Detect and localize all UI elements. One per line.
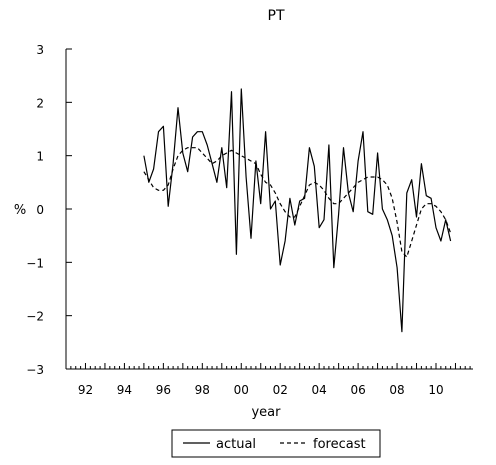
x-tick-label: 06 <box>350 383 365 397</box>
x-tick-label: 10 <box>428 383 443 397</box>
axis-ticks <box>65 48 471 370</box>
x-tick-label: 04 <box>312 383 327 397</box>
legend: actual forecast <box>171 429 381 458</box>
x-tick-label: 02 <box>273 383 288 397</box>
y-tick-label: −2 <box>26 310 44 324</box>
series-lines <box>143 88 452 333</box>
x-tick-label: 08 <box>389 383 404 397</box>
x-tick-label: 98 <box>195 383 210 397</box>
y-tick-label: −3 <box>26 363 44 377</box>
x-tick-label: 96 <box>156 383 171 397</box>
x-tick-label: 92 <box>78 383 93 397</box>
y-tick-label: 3 <box>36 43 44 57</box>
y-tick-label: 2 <box>36 96 44 110</box>
series-line-actual <box>143 88 452 333</box>
legend-label-actual: actual <box>216 437 256 452</box>
y-tick-label: 0 <box>36 203 44 217</box>
x-axis-label: year <box>251 405 281 420</box>
x-tick-label: 94 <box>117 383 132 397</box>
series-line-forecast <box>143 147 452 258</box>
y-tick-label: 1 <box>36 150 44 164</box>
chart-title: PT <box>268 8 285 24</box>
y-tick-label: −1 <box>26 256 44 270</box>
y-axis-label: % <box>14 203 26 218</box>
legend-label-forecast: forecast <box>313 437 366 452</box>
x-tick-label: 00 <box>234 383 249 397</box>
